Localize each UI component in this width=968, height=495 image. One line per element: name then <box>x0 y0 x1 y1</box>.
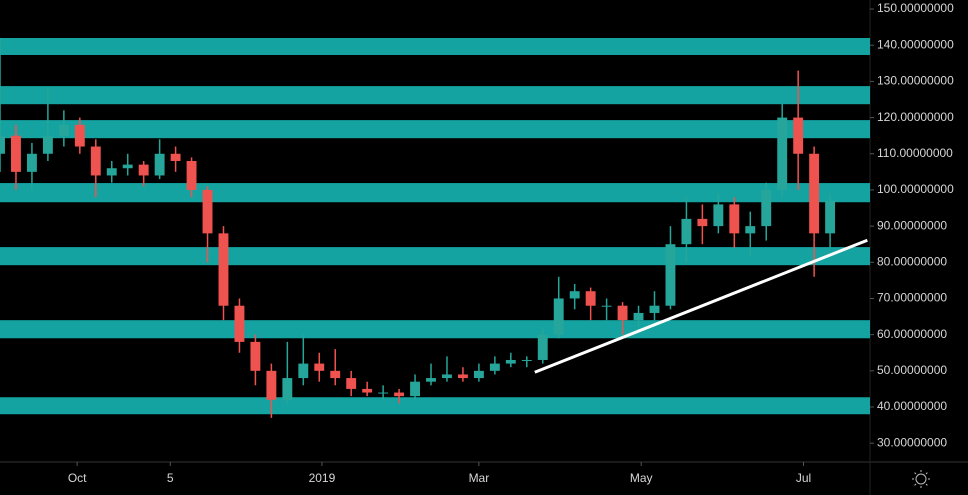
candle-body <box>106 168 117 176</box>
zone <box>0 247 870 266</box>
y-tick-label: 80.00000000 <box>877 254 947 268</box>
candle-body <box>186 160 197 190</box>
candle-body <box>234 305 245 342</box>
candle-body <box>202 189 213 234</box>
zone <box>0 120 870 139</box>
candle-body <box>426 378 436 382</box>
settings-icon-circle <box>915 473 927 485</box>
candle-body <box>90 146 101 176</box>
candle-body <box>74 124 85 147</box>
candle-body <box>11 135 21 172</box>
candle-body <box>330 370 341 379</box>
candle-body <box>697 218 708 227</box>
zone <box>0 320 870 339</box>
candle-body <box>394 392 405 397</box>
candle-body <box>553 298 564 335</box>
candle-body <box>729 204 740 234</box>
candle-body <box>457 374 468 379</box>
y-tick-label: 30.00000000 <box>877 435 947 449</box>
candle-body <box>473 370 484 379</box>
settings-icon[interactable] <box>912 470 930 488</box>
candle-body <box>713 204 724 227</box>
candle-body <box>26 153 37 172</box>
candle-body <box>681 218 692 245</box>
settings-icon-rays <box>912 470 930 488</box>
candle-body <box>585 291 596 306</box>
y-tick-label: 100.00000000 <box>877 182 954 196</box>
y-tick-label: 60.00000000 <box>877 327 947 341</box>
candle-body <box>170 153 181 161</box>
candle-body <box>58 124 69 136</box>
candle-body <box>601 305 612 307</box>
candle-body <box>410 381 420 397</box>
candle-body <box>42 135 53 154</box>
candle-body <box>521 359 532 361</box>
candle-body <box>314 363 325 371</box>
x-tick-label: Jul <box>796 471 811 485</box>
candle-body <box>665 244 676 306</box>
candle-body <box>809 153 820 234</box>
y-tick-label: 110.00000000 <box>877 146 953 160</box>
x-tick-label: Oct <box>68 471 87 485</box>
candle-body <box>362 388 373 393</box>
candle-body <box>633 312 644 321</box>
candle-body <box>745 226 756 234</box>
candle-body <box>505 359 516 364</box>
x-tick-label: 5 <box>167 471 174 485</box>
candle-body <box>489 363 500 371</box>
candle-body <box>138 164 149 176</box>
candle-body <box>378 392 389 394</box>
candle-body <box>0 135 5 154</box>
zone <box>0 86 870 105</box>
candle-body <box>761 189 772 227</box>
candle-body <box>649 305 660 313</box>
y-tick-label: 90.00000000 <box>877 218 947 232</box>
x-tick-label: May <box>630 471 653 485</box>
trendline <box>534 238 868 374</box>
y-tick-label: 50.00000000 <box>877 363 947 377</box>
candle-body <box>346 378 357 389</box>
candle-body <box>218 233 229 306</box>
candle-body <box>569 291 580 299</box>
candle-body <box>793 117 804 154</box>
candle-body <box>122 164 133 169</box>
candle-body <box>617 305 628 321</box>
candle-body <box>777 117 788 190</box>
candle-body <box>266 370 277 400</box>
x-tick-label: 2019 <box>309 471 336 485</box>
candle-body <box>154 153 165 176</box>
zone <box>0 183 870 203</box>
y-tick-label: 140.00000000 <box>877 37 954 51</box>
candle-body <box>442 374 452 379</box>
candle-body <box>250 341 261 371</box>
y-tick-label: 150.00000000 <box>877 1 954 15</box>
x-tick-label: Mar <box>469 471 490 485</box>
y-tick-label: 40.00000000 <box>877 399 947 413</box>
zone <box>0 397 870 415</box>
candle-body <box>825 200 836 234</box>
candle-body <box>298 363 309 379</box>
candle-body <box>282 378 293 400</box>
y-tick-label: 120.00000000 <box>877 110 954 124</box>
zone <box>0 37 870 55</box>
y-tick-label: 70.00000000 <box>877 291 947 305</box>
candle-body <box>537 334 548 360</box>
y-tick-label: 130.00000000 <box>877 74 954 88</box>
